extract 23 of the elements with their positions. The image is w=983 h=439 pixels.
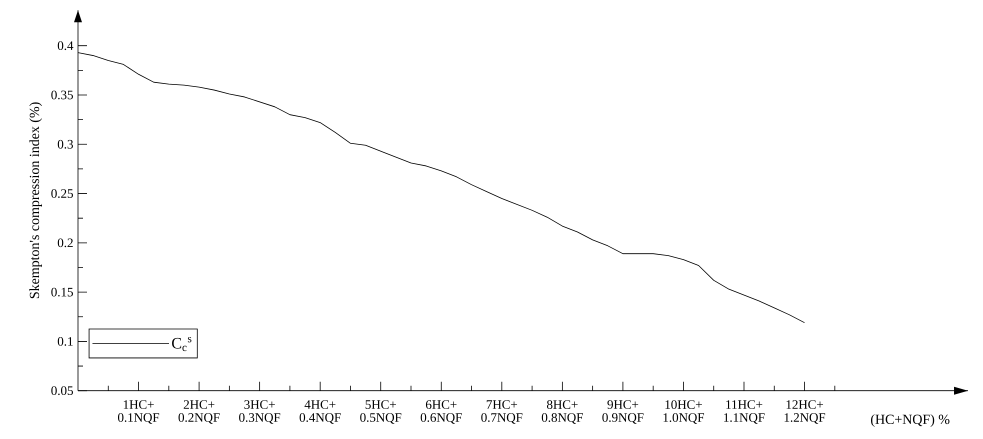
y-tick-label: 0.3: [58, 140, 73, 149]
x-tick-label: 7HC+ 0.7NQF: [481, 400, 522, 424]
x-axis-title: (HC+NQF) %: [871, 414, 950, 427]
x-tick-label: 1HC+ 0.1NQF: [118, 400, 160, 424]
y-tick-label: 0.05: [51, 386, 73, 396]
x-tick-label: 4HC+ 0.4NQF: [300, 400, 341, 424]
x-tick-label: 3HC+ 0.3NQF: [239, 400, 280, 424]
y-axis-title: Skempton's compression index (%): [29, 102, 42, 298]
x-tick-label: 6HC+ 0.6NQF: [420, 400, 462, 424]
y-tick-label: 0.35: [51, 90, 73, 100]
y-tick-label: 0.2: [58, 238, 73, 248]
x-tick-label: 11HC+ 1.1NQF: [724, 400, 765, 424]
x-tick-label: 8HC+ 0.8NQF: [542, 400, 583, 424]
x-tick-label: 10HC+ 1.0NQF: [664, 400, 704, 424]
x-tick-label: 5HC+ 0.5NQF: [360, 400, 402, 424]
x-tick-label: 12HC+ 1.2NQF: [784, 400, 826, 424]
x-tick-label: 9HC+ 0.9NQF: [602, 400, 644, 424]
legend-label: C$_{c}$s: [172, 336, 192, 352]
y-tick-label: 0.1: [58, 337, 73, 346]
y-tick-label: 0.15: [51, 288, 73, 297]
y-tick-label: 0.25: [51, 189, 73, 198]
x-tick-label: 2HC+ 0.2NQF: [178, 400, 220, 424]
y-tick-label: 0.4: [58, 41, 74, 50]
